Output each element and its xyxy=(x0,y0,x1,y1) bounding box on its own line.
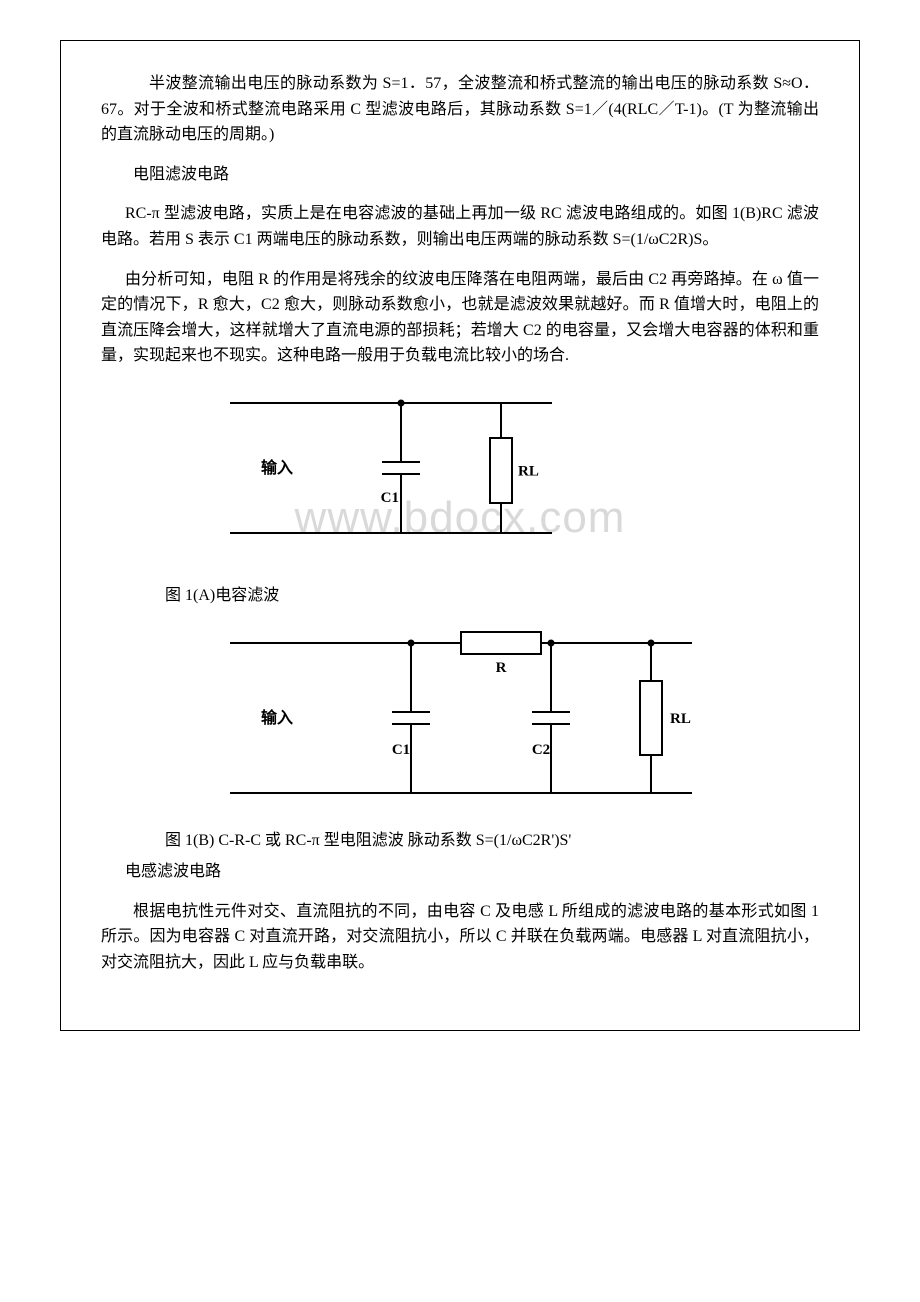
svg-text:C2: C2 xyxy=(532,742,550,758)
svg-text:RL: RL xyxy=(518,463,539,479)
paragraph-4: 由分析可知，电阻 R 的作用是将残余的纹波电压降落在电阻两端，最后由 C2 再旁… xyxy=(101,267,819,369)
paragraph-1: 半波整流输出电压的脉动系数为 S=1．57，全波整流和桥式整流的输出电压的脉动系… xyxy=(101,71,819,148)
svg-text:输入: 输入 xyxy=(261,708,293,727)
document-page: 半波整流输出电压的脉动系数为 S=1．57，全波整流和桥式整流的输出电压的脉动系… xyxy=(60,40,860,1031)
figure-1a-circuit: 输入 C1 RL xyxy=(171,383,591,553)
svg-text:R: R xyxy=(496,660,507,676)
heading-resistor-filter: 电阻滤波电路 xyxy=(101,162,819,188)
figure-1b-circuit: 输入 C1 C2 R RL xyxy=(171,623,731,813)
heading-inductor-filter: 电感滤波电路 xyxy=(101,859,819,885)
svg-text:C1: C1 xyxy=(392,742,410,758)
svg-text:输入: 输入 xyxy=(261,458,293,477)
caption-fig1a: 图 1(A)电容滤波 xyxy=(101,583,819,609)
caption-fig1b: 图 1(B) C-R-C 或 RC-π 型电阻滤波 脉动系数 S=(1/ωC2R… xyxy=(101,828,819,854)
figure-1b-wrap: 输入 C1 C2 R RL xyxy=(101,623,819,818)
svg-text:RL: RL xyxy=(670,711,691,727)
paragraph-3: RC-π 型滤波电路，实质上是在电容滤波的基础上再加一级 RC 滤波电路组成的。… xyxy=(101,201,819,252)
svg-text:C1: C1 xyxy=(381,490,399,506)
figure-1a-wrap: www.bdocx.com 输入C1RL xyxy=(101,383,819,573)
paragraph-5: 根据电抗性元件对交、直流阻抗的不同，由电容 C 及电感 L 所组成的滤波电路的基… xyxy=(101,899,819,976)
